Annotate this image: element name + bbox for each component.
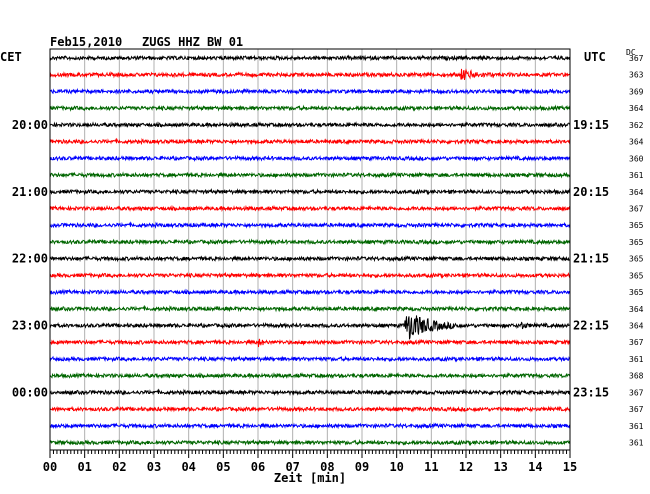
seismic-trace: [49, 371, 571, 380]
seismic-trace: [49, 238, 571, 246]
dc-offset-value: 360: [629, 154, 644, 163]
x-tick-label: 00: [43, 460, 57, 474]
seismic-trace: [49, 87, 571, 96]
dc-offset-value: 361: [629, 422, 644, 431]
dc-offset-value: 364: [629, 104, 644, 113]
dc-offset-value: 367: [629, 388, 644, 397]
seismic-trace: [49, 104, 571, 112]
dc-offset-value: 367: [629, 204, 644, 213]
dc-offset-value: 363: [629, 71, 644, 80]
seismic-trace: [49, 405, 571, 413]
seismic-trace: [49, 137, 571, 146]
trace-group: [49, 54, 571, 447]
dc-offset-value: 361: [629, 439, 644, 448]
x-tick-label: 08: [320, 460, 334, 474]
right-timezone-label: UTC: [584, 50, 606, 64]
seismic-trace: [49, 304, 571, 313]
seismic-trace: [49, 438, 571, 447]
dc-offset-value: 369: [629, 87, 644, 96]
dc-offset-header: DC: [626, 48, 636, 57]
dc-offset-value: 368: [629, 372, 644, 381]
seismic-trace: [49, 154, 571, 162]
x-axis: 00 01 02 03 04 05 06 07 08 09 10 11 12 13 14 15: [43, 450, 577, 474]
x-tick-label: 07: [285, 460, 299, 474]
dc-offset-value: 365: [629, 221, 644, 230]
x-tick-label: 09: [355, 460, 369, 474]
left-time-labels: 20:00 21:00 22:00 23:00 00:00: [12, 118, 48, 400]
seismic-trace: [49, 388, 571, 397]
right-time-label: 21:15: [573, 252, 609, 266]
right-time-label: 22:15: [573, 319, 609, 333]
dc-offset-value: 361: [629, 171, 644, 180]
seismic-trace: [49, 422, 571, 430]
dc-offset-value: 367: [629, 405, 644, 414]
date-label: Feb15,2010: [50, 35, 122, 49]
left-time-label: 20:00: [12, 118, 48, 132]
left-time-label: 22:00: [12, 252, 48, 266]
x-axis-label: Zeit [min]: [274, 471, 346, 485]
x-tick-label: 04: [181, 460, 195, 474]
dc-offset-value: 365: [629, 238, 644, 247]
dc-offset-value: 364: [629, 322, 644, 331]
seismic-trace: [49, 188, 571, 196]
seismic-trace: [49, 355, 571, 363]
x-tick-label: 13: [493, 460, 507, 474]
x-tick-label: 11: [424, 460, 438, 474]
left-time-label: 23:00: [12, 319, 48, 333]
seismic-trace: [49, 254, 571, 263]
seismic-trace: [49, 271, 571, 280]
right-time-label: 23:15: [573, 385, 609, 399]
dc-offset-value: 362: [629, 121, 644, 130]
seismic-trace: [49, 54, 571, 62]
x-tick-label: 15: [563, 460, 577, 474]
x-tick-label: 01: [77, 460, 91, 474]
seismic-trace: [49, 121, 571, 129]
dc-offset-value: 365: [629, 255, 644, 264]
right-time-label: 19:15: [573, 118, 609, 132]
seismic-trace: [49, 315, 571, 340]
x-tick-label: 02: [112, 460, 126, 474]
grid-lines: [84, 49, 536, 450]
x-tick-label: 06: [251, 460, 265, 474]
seismic-trace: [49, 68, 571, 81]
dc-offset-value: 367: [629, 54, 644, 63]
dc-offset-value: 364: [629, 305, 644, 314]
x-tick-label: 12: [459, 460, 473, 474]
dc-offset-value: 365: [629, 288, 644, 297]
left-time-label: 21:00: [12, 185, 48, 199]
seismic-trace: [49, 171, 571, 179]
right-time-labels: 19:15 20:15 21:15 22:15 23:15: [573, 118, 609, 400]
left-timezone-label: CET: [0, 50, 22, 64]
plot-frame: [49, 48, 571, 451]
dc-offset-value: 365: [629, 271, 644, 280]
dc-offset-value: 367: [629, 338, 644, 347]
dc-offset-value: 364: [629, 138, 644, 147]
right-time-label: 20:15: [573, 185, 609, 199]
station-label: ZUGS HHZ BW 01: [142, 35, 243, 49]
seismic-trace: [49, 221, 571, 229]
seismic-trace: [49, 338, 571, 348]
dc-offset-labels: 367 363 369 364 362 364 360 361 364 367 365 365 365 3…: [629, 54, 644, 448]
x-tick-label: 05: [216, 460, 230, 474]
dc-offset-value: 361: [629, 355, 644, 364]
x-tick-label: 14: [528, 460, 542, 474]
seismic-trace: [49, 288, 571, 296]
left-time-label: 00:00: [12, 385, 48, 399]
seismic-trace: [49, 204, 571, 212]
x-tick-label: 03: [147, 460, 161, 474]
dc-offset-value: 364: [629, 188, 644, 197]
x-tick-label: 10: [389, 460, 403, 474]
